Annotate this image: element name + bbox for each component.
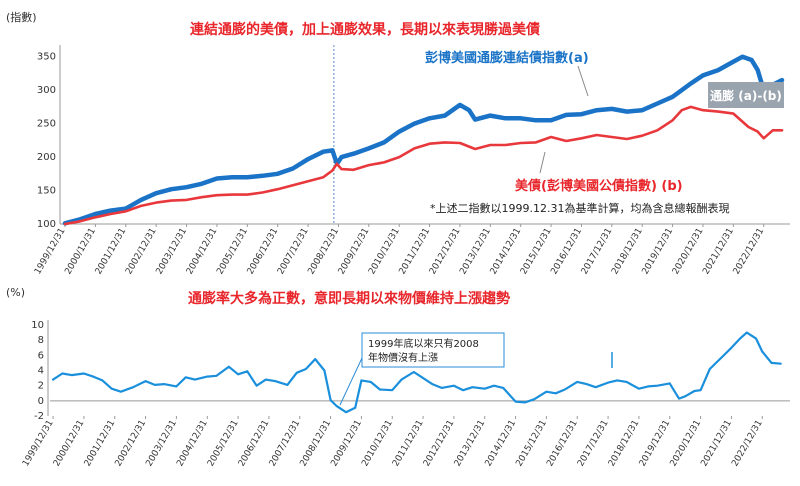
bottom-y-tick-label: 0 [38,396,44,407]
bottom-x-tick-label: 2022/12/31 [730,419,765,469]
bottom-y-tick-label: 8 [38,335,44,346]
bottom-x-tick-label: 2021/12/31 [699,419,734,469]
top-y-tick-label: 150 [37,186,56,197]
top-x-tick-label: 2002/12/31 [124,227,159,277]
index-footnote: *上述二指數以1999.12.31為基準計算，均為含息總報酬表現 [430,201,729,215]
bottom-x-tick-label: 2020/12/31 [669,419,704,469]
top-x-tick-label: 2018/12/31 [610,227,645,277]
bottom-y-ticks: -2 0 2 4 6 8 10 [31,320,44,422]
top-x-tick-label: 2009/12/31 [337,227,372,277]
callout-line-1: 1999年底以來只有2008 [368,337,479,350]
spread-label: 通膨 (a)-(b) [710,88,782,103]
bottom-y-tick-label: 2 [38,381,44,392]
bottom-series-line-0 [51,331,782,414]
bottom-x-tick-label: 2016/12/31 [545,419,580,469]
top-x-tick-label: 2001/12/31 [94,227,129,277]
top-x-tick-label: 2012/12/31 [428,227,463,277]
spread-box [708,82,784,108]
top-x-tick-label: 2011/12/31 [398,227,433,277]
bottom-x-tick-label: 2015/12/31 [514,419,549,469]
top-chart-title: 連結通膨的美債，加上通膨效果，長期以來表現勝過美債 [190,21,540,38]
top-x-tick-label: 2004/12/31 [185,227,220,277]
top-y-tick-label: 100 [37,219,56,230]
top-x-tick-label: 1999/12/31 [33,227,68,277]
bottom-x-tick-label: 2000/12/31 [52,419,87,469]
top-series-line-0 [62,54,785,226]
bottom-x-tick-label: 2013/12/31 [453,419,488,469]
top-x-tick-label: 2013/12/31 [458,226,493,276]
top-x-tick-label: 2022/12/31 [732,227,767,277]
bottom-x-tick-label: 2011/12/31 [391,419,426,469]
bottom-x-tick-label: 2001/12/31 [83,419,118,469]
bottom-y-tick-label: -2 [34,411,44,422]
top-x-ticks: 1999/12/312000/12/312001/12/312002/12/31… [33,224,766,276]
top-x-tick-label: 2006/12/31 [246,227,281,277]
bottom-x-tick-label: 2006/12/31 [237,419,272,469]
series-a-leader-line [577,65,589,97]
top-x-tick-label: 2000/12/31 [63,227,98,277]
top-x-tick-label: 2005/12/31 [215,226,250,276]
top-x-tick-label: 2008/12/31 [306,227,341,277]
callout-pointer [339,357,363,406]
top-x-tick-label: 2021/12/31 [701,227,736,277]
bottom-x-tick-label: 2007/12/31 [268,419,303,469]
top-y-tick-label: 350 [37,52,56,63]
top-x-tick-label: 2010/12/31 [367,227,402,277]
top-x-tick-label: 2015/12/31 [519,227,554,277]
bottom-x-tick-label: 1999/12/31 [21,419,56,469]
top-x-tick-label: 2016/12/31 [549,227,584,277]
top-series-line-1 [63,105,784,226]
top-x-tick-label: 2003/12/31 [155,227,190,277]
bottom-x-tick-label: 2008/12/31 [299,419,334,469]
bottom-x-tick-label: 2017/12/31 [576,419,611,469]
series-a-label: 彭博美國通膨連結債指數(a) [425,50,589,66]
bottom-x-tick-label: 2003/12/31 [144,419,179,469]
bottom-x-tick-label: 2010/12/31 [360,419,395,469]
inflation-callout: 1999年底以來只有2008 年物價沒有上漲 [339,332,505,406]
callout-box [361,332,505,368]
bottom-chart-title: 通膨率大多為正數，意即長期以來物價維持上漲趨勢 [188,290,510,307]
top-x-tick-label: 2019/12/31 [641,227,676,277]
bottom-x-tick-label: 2018/12/31 [607,419,642,469]
bottom-y-tick-label: 4 [38,366,44,377]
bottom-x-tick-label: 2009/12/31 [329,419,364,469]
top-series-lines [62,54,785,226]
top-x-tick-label: 2007/12/31 [276,227,311,277]
bottom-chart-ylabel: (%) [6,286,25,299]
series-b-leader-line [539,151,546,174]
top-x-tick-label: 2014/12/31 [489,227,524,277]
bottom-x-tick-label: 2014/12/31 [484,419,519,469]
bottom-x-ticks: 1999/12/312000/12/312001/12/312002/12/31… [21,416,765,468]
bottom-y-tick-label: 6 [38,350,44,361]
series-b-label: 美債(彭博美國公債指數) (b) [515,178,683,194]
bottom-x-tick-label: 2005/12/31 [206,419,241,469]
bottom-series-lines [50,331,790,414]
top-chart-ylabel: (指數) [6,10,37,24]
top-y-tick-label: 250 [37,119,56,130]
top-y-ticks: 100 150 200 250 300 350 [37,52,56,230]
top-y-tick-label: 200 [37,152,56,163]
bottom-y-tick-label: 10 [31,320,44,331]
top-x-tick-label: 2020/12/31 [671,227,706,277]
callout-line-2: 年物價沒有上漲 [368,351,438,364]
bottom-x-tick-label: 2004/12/31 [175,419,210,469]
bottom-x-tick-label: 2019/12/31 [638,419,673,469]
bottom-x-tick-label: 2002/12/31 [114,419,149,469]
top-y-tick-label: 300 [37,85,56,96]
spread-callout: 通膨 (a)-(b) [708,82,784,108]
top-x-tick-label: 2017/12/31 [580,227,615,277]
bottom-x-tick-label: 2012/12/31 [422,419,457,469]
